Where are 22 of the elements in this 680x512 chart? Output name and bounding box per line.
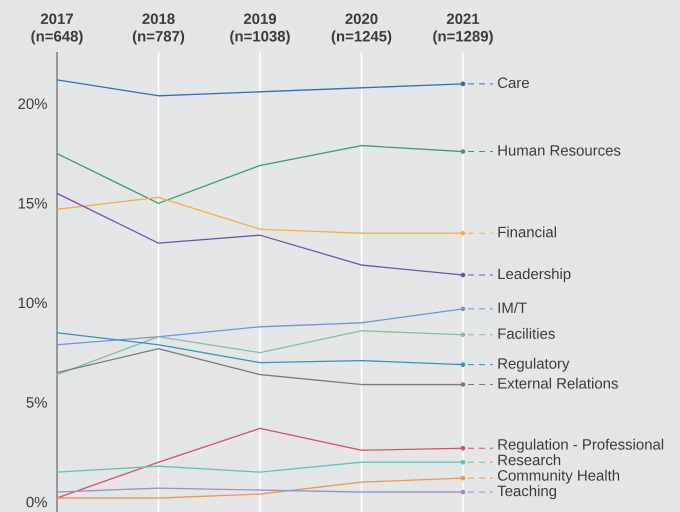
legend-label: External Relations <box>498 378 618 389</box>
x-tick-label: 2019 (n=1038) <box>230 13 290 44</box>
legend-label: Community Health <box>498 470 620 484</box>
y-tick-label: 20% <box>18 98 47 110</box>
legend-label: Regulatory <box>498 358 570 372</box>
y-tick-label: 5% <box>26 397 47 408</box>
legend-label: Leadership <box>498 268 571 282</box>
x-tick-label: 2017 (n=648) <box>31 13 83 44</box>
legend-label: Regulation - Professional <box>498 438 664 453</box>
legend-label: Financial <box>498 226 556 238</box>
y-tick-label: 15% <box>18 198 47 209</box>
x-tick-label: 2018 (n=787) <box>132 13 184 44</box>
legend-label: IM/T <box>498 302 527 314</box>
legend-label: Facilities <box>498 328 555 339</box>
y-tick-label: 10% <box>18 298 47 308</box>
legend-label: Teaching <box>498 485 556 500</box>
legend-label: Care <box>498 77 529 88</box>
x-tick-label: 2020 (n=1245) <box>332 13 392 44</box>
x-tick-label: 2021 (n=1289) <box>433 13 493 44</box>
legend-label: Human Resources <box>498 145 620 156</box>
y-tick-label: 0% <box>26 496 47 508</box>
legend-label: Research <box>498 454 560 466</box>
